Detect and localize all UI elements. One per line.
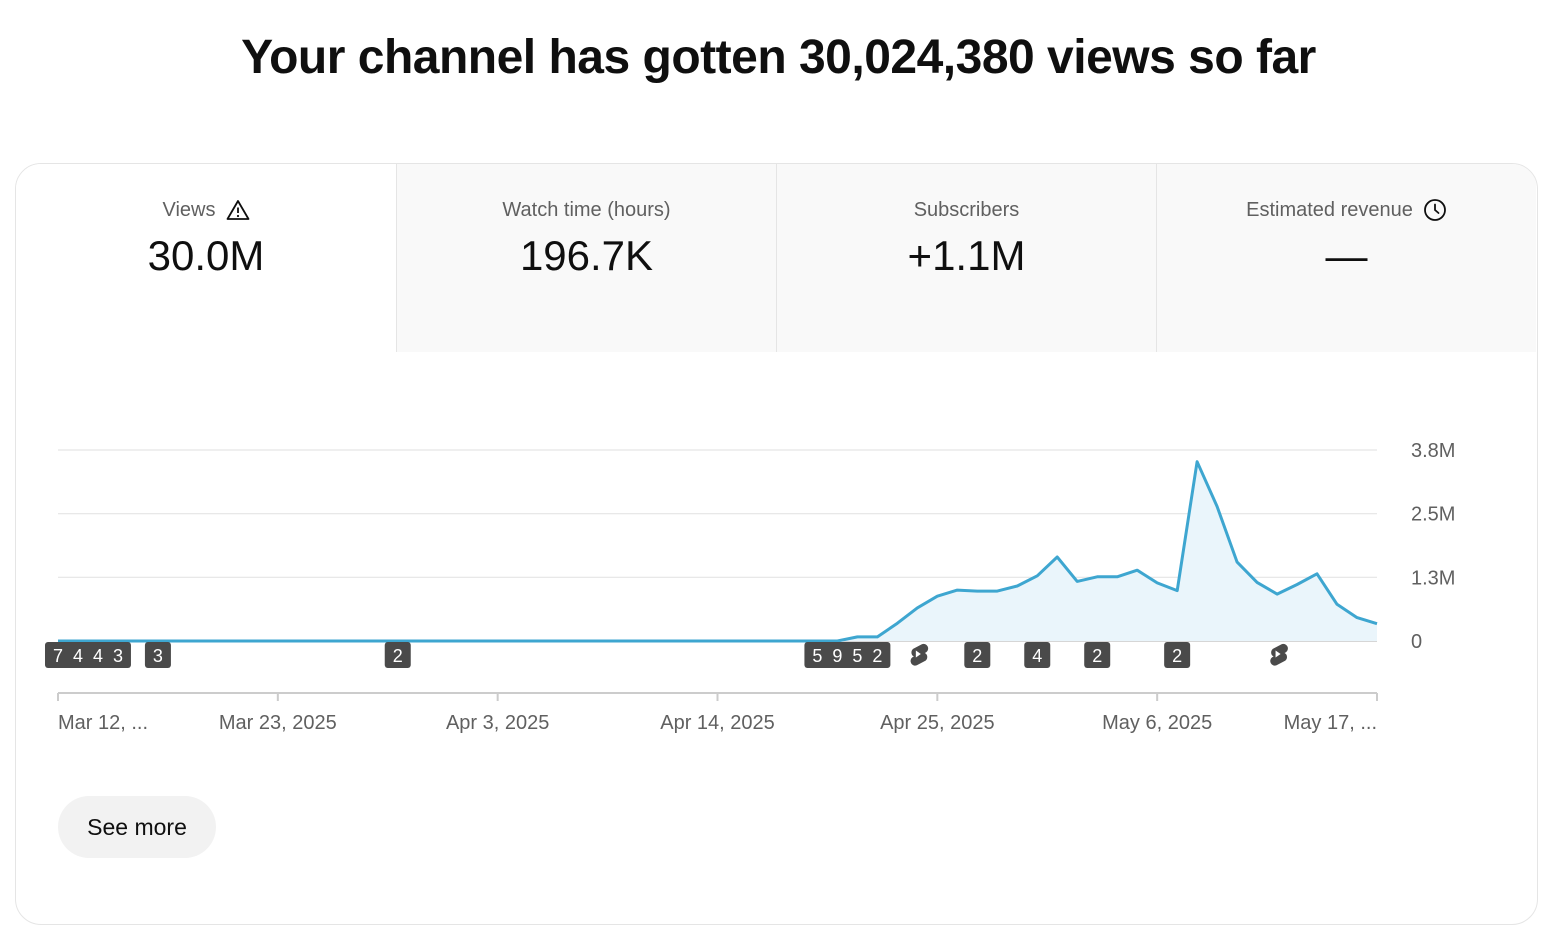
tab-views-label: Views: [162, 198, 216, 221]
y-tick-label: 2.5M: [1411, 504, 1455, 526]
upload-marker: [824, 642, 851, 668]
tab-watch-time[interactable]: Watch time (hours) 196.7K: [396, 164, 776, 352]
upload-marker: [1024, 642, 1051, 668]
upload-marker-label: 2: [1092, 646, 1102, 666]
upload-marker: [45, 642, 71, 668]
upload-marker-label: 5: [812, 646, 822, 666]
y-tick-label: 1.3M: [1411, 567, 1455, 589]
upload-marker-label: 7: [53, 646, 63, 666]
upload-marker: [804, 642, 831, 668]
x-tick-label: Mar 23, 2025: [219, 712, 337, 734]
upload-marker: [384, 642, 411, 668]
upload-marker-label: 9: [832, 646, 842, 666]
tab-estimated-revenue-label: Estimated revenue: [1246, 198, 1413, 221]
upload-marker: [144, 642, 171, 668]
x-tick-label: May 17, ...: [1284, 712, 1377, 734]
shorts-icon[interactable]: [910, 643, 929, 666]
x-tick-label: Apr 25, 2025: [880, 712, 995, 734]
upload-marker-label: 4: [93, 646, 103, 666]
page-headline: Your channel has gotten 30,024,380 views…: [241, 31, 1316, 84]
x-tick-label: May 6, 2025: [1102, 712, 1212, 734]
tab-estimated-revenue-value: —: [1325, 232, 1368, 279]
tab-views[interactable]: Views 30.0M: [16, 164, 396, 352]
views-line: [58, 460, 1378, 643]
tab-subscribers[interactable]: Subscribers +1.1M: [776, 164, 1156, 352]
warning-icon[interactable]: [226, 199, 250, 221]
tab-estimated-revenue[interactable]: Estimated revenue —: [1156, 164, 1536, 352]
upload-marker: [964, 642, 991, 668]
upload-marker-label: 4: [73, 646, 83, 666]
x-tick-label: Apr 3, 2025: [446, 712, 549, 734]
upload-marker: [64, 642, 91, 668]
upload-marker-label: 2: [1172, 646, 1182, 666]
upload-marker-label: 5: [852, 646, 862, 666]
views-area: [58, 461, 1377, 641]
see-more-button[interactable]: See more: [58, 796, 216, 858]
x-tick-label: Apr 14, 2025: [660, 712, 775, 734]
tab-watch-time-label: Watch time (hours): [502, 198, 671, 221]
upload-marker: [844, 642, 871, 668]
tab-subscribers-value: +1.1M: [907, 232, 1026, 279]
upload-marker: [1084, 642, 1111, 668]
x-tick-label: Mar 12, ...: [58, 712, 148, 734]
upload-marker: [104, 642, 131, 668]
upload-marker: [84, 642, 111, 668]
views-chart[interactable]: 0 1.3M 2.5M 3.8M 7 4 4 3 3 2 5 9 5 2 2 4 2 2 Mar 12, ... Ma…: [16, 352, 1537, 792]
upload-marker: [864, 642, 891, 668]
upload-marker-label: 3: [113, 646, 123, 666]
y-tick-label: 3.8M: [1411, 440, 1455, 462]
y-tick-label: 0: [1411, 631, 1422, 653]
upload-marker-label: 2: [872, 646, 882, 666]
analytics-card: Views 30.0M Watch time (hours) 196.7K Su…: [15, 163, 1538, 925]
tab-subscribers-label: Subscribers: [913, 198, 1020, 221]
upload-marker-label: 3: [153, 646, 163, 666]
tab-watch-time-value: 196.7K: [519, 232, 654, 279]
tab-views-value: 30.0M: [147, 232, 265, 279]
shorts-icon[interactable]: [1270, 643, 1288, 666]
clock-icon[interactable]: [1423, 198, 1447, 222]
upload-marker-label: 4: [1032, 646, 1042, 666]
metric-tabs: Views 30.0M Watch time (hours) 196.7K Su…: [16, 164, 1537, 352]
upload-marker-label: 2: [972, 646, 982, 666]
upload-marker-label: 2: [393, 646, 403, 666]
upload-marker: [1164, 642, 1191, 668]
